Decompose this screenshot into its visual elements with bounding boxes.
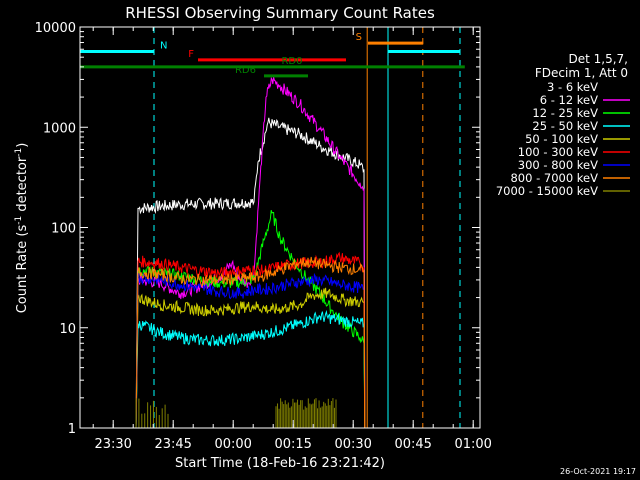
y-tick-label-0: 1 — [68, 422, 76, 437]
flag-label-rd0: RD0 — [281, 56, 302, 67]
y-axis-label-exp1: -1 — [14, 216, 24, 225]
y-tick-label-4: 10000 — [35, 21, 76, 36]
y-tick-label-1: 10 — [59, 322, 76, 337]
y-axis-label-mid: detector — [15, 156, 30, 216]
plot-content: N F S RD0 RD6 — [79, 27, 465, 429]
legend-label-7000-15000-kev: 7000 - 15000 keV — [496, 184, 598, 198]
legend-label-25-50-kev: 25 - 50 keV — [532, 119, 598, 133]
x-tick-label-0: 23:30 — [94, 437, 131, 452]
legend-label-12-25-kev: 12 - 25 keV — [532, 106, 598, 120]
legend-header-1: Det 1,5,7, — [569, 52, 629, 66]
legend-label-6-12-kev: 6 - 12 keV — [540, 93, 598, 107]
y-tick-label-2: 100 — [51, 222, 76, 237]
x-axis: 23:30 23:45 00:00 00:15 00:30 00:45 01:00 — [92, 27, 492, 452]
y-axis-label-exp2: -1 — [14, 148, 24, 157]
x-tick-label-1: 23:45 — [154, 437, 191, 452]
flag-label-n: N — [160, 40, 167, 51]
y-axis: 1 10 100 1000 10000 — [35, 21, 480, 437]
series-line-50-100-kev — [135, 287, 366, 429]
chart-title: RHESSI Observing Summary Count Rates — [125, 4, 435, 22]
x-tick-label-2: 00:00 — [214, 437, 251, 452]
series-line-3-6-kev — [135, 117, 366, 429]
y-axis-label: Count Rate (s-1 detector-1) — [14, 143, 30, 314]
x-tick-label-5: 00:45 — [394, 437, 431, 452]
flag-label-rd6: RD6 — [235, 65, 256, 76]
y-axis-label-suffix: ) — [15, 143, 30, 148]
x-tick-label-6: 01:00 — [454, 437, 491, 452]
flag-label-f: F — [188, 49, 194, 60]
series-line-800-7000-kev — [135, 256, 366, 429]
legend-label-50-100-kev: 50 - 100 keV — [525, 132, 598, 146]
y-tick-label-3: 1000 — [43, 121, 76, 136]
legend-label-3-6-kev: 3 - 6 keV — [547, 80, 598, 94]
series-line-25-50-kev — [135, 309, 366, 429]
x-tick-label-3: 00:15 — [274, 437, 311, 452]
legend-label-800-7000-kev: 800 - 7000 keV — [510, 171, 598, 185]
x-tick-label-4: 00:30 — [334, 437, 371, 452]
series-line-100-300-kev — [135, 251, 366, 429]
legend-header-2: FDecim 1, Att 0 — [535, 66, 628, 80]
footer-timestamp: 26-Oct-2021 19:17 — [560, 467, 636, 476]
series-line-300-800-kev — [135, 272, 365, 429]
legend-label-300-800-kev: 300 - 800 keV — [518, 158, 598, 172]
legend-label-100-300-kev: 100 - 300 keV — [518, 145, 598, 159]
y-axis-label-prefix: Count Rate (s — [15, 225, 30, 314]
x-axis-label: Start Time (18-Feb-16 23:21:42) — [175, 456, 385, 471]
flag-label-s: S — [356, 32, 362, 43]
